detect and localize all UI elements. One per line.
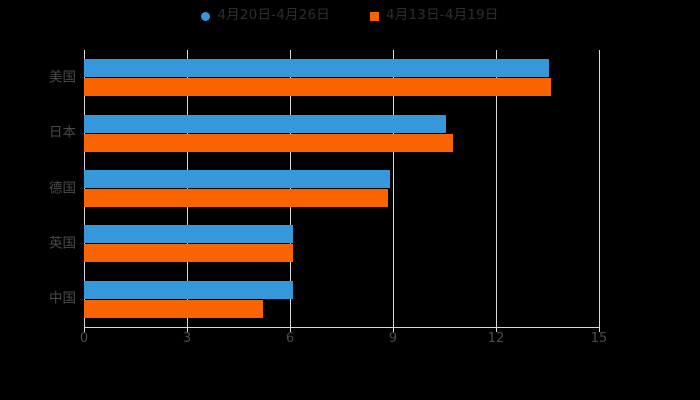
gridline-x-3 (187, 50, 188, 327)
y-axis-label-0: 美国 (49, 68, 76, 85)
legend-marker-circle-icon (201, 11, 211, 21)
x-tick-label-15: 15 (590, 331, 608, 346)
x-tick-label-12: 12 (487, 331, 505, 346)
x-axis-tick-labels: 0 3 6 9 12 15 (0, 327, 700, 352)
x-tick-label-3: 3 (182, 331, 192, 346)
y-axis-category-labels: 美国日本德国英国中国 (0, 50, 76, 327)
bar[interactable] (84, 299, 263, 318)
bar[interactable] (84, 244, 294, 263)
chart-legend: 4月20日-4月26日 4月13日-4月19日 (0, 4, 700, 28)
x-tick-mark-15 (599, 327, 600, 332)
bar[interactable] (84, 280, 294, 299)
bar[interactable] (84, 133, 454, 152)
y-axis-label-3: 英国 (49, 235, 76, 252)
gridline-x-12 (496, 50, 497, 327)
y-axis-label-1: 日本 (49, 124, 76, 141)
gridline-x-0 (84, 50, 85, 327)
bar[interactable] (84, 114, 447, 133)
gridline-x-6 (290, 50, 291, 327)
x-tick-label-9: 9 (388, 331, 398, 346)
bar[interactable] (84, 78, 551, 97)
bar[interactable] (84, 189, 388, 207)
x-axis-line (84, 327, 600, 328)
x-tick-mark-6 (290, 327, 291, 332)
legend-item-series-1[interactable]: 4月13日-4月19日 (370, 9, 499, 23)
bar-group (84, 170, 599, 207)
gridline-x-15 (599, 50, 600, 327)
bar-group (84, 114, 599, 152)
y-axis-label-2: 德国 (49, 179, 76, 196)
legend-label-series-1: 4月13日-4月19日 (386, 7, 499, 24)
x-tick-mark-0 (84, 327, 85, 332)
bar[interactable] (84, 225, 294, 244)
gridline-x-9 (393, 50, 394, 327)
bar-group (84, 280, 599, 318)
bar-group (84, 225, 599, 263)
bar[interactable] (84, 59, 550, 78)
legend-item-series-0[interactable]: 4月20日-4月26日 (201, 9, 330, 23)
x-tick-label-0: 0 (79, 331, 89, 346)
legend-label-series-0: 4月20日-4月26日 (217, 7, 330, 24)
x-tick-mark-9 (393, 327, 394, 332)
bar[interactable] (84, 170, 390, 188)
legend-marker-square-icon (370, 11, 379, 21)
x-tick-mark-3 (187, 327, 188, 332)
plot-area (84, 50, 600, 327)
x-tick-label-6: 6 (285, 331, 295, 346)
y-axis-label-4: 中国 (49, 290, 76, 307)
x-tick-mark-12 (496, 327, 497, 332)
bar-group (84, 59, 599, 97)
